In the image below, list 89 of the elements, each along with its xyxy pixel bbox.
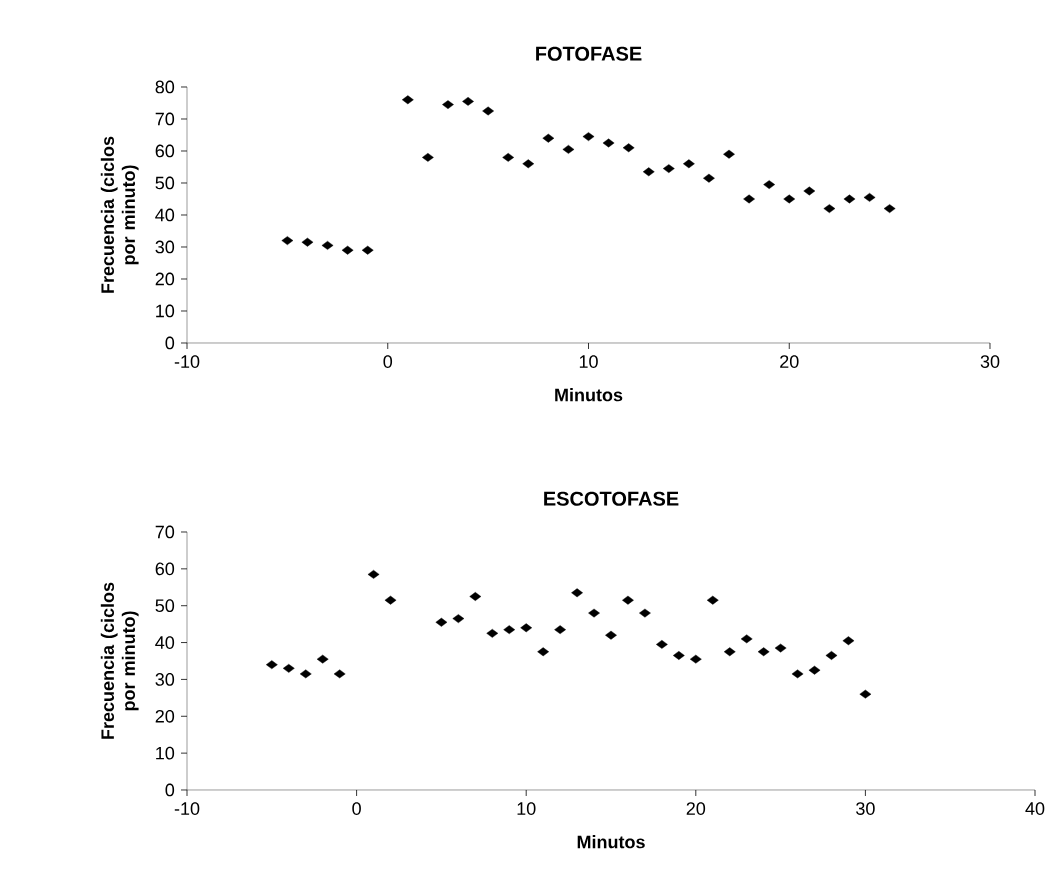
y-tick-label: 80 — [155, 80, 175, 94]
y-tick-label: 40 — [155, 636, 175, 649]
point — [341, 245, 354, 255]
point — [482, 106, 494, 116]
x-tick-label: 20 — [686, 802, 706, 815]
point — [757, 647, 770, 657]
point — [361, 245, 374, 255]
y-tick-label: 30 — [155, 240, 175, 254]
point — [740, 634, 753, 644]
point — [422, 152, 434, 162]
point — [522, 159, 535, 169]
point — [503, 625, 516, 635]
y-tick-label: 0 — [165, 336, 175, 350]
x-tick-label: 20 — [780, 355, 799, 368]
point — [673, 651, 685, 660]
y-axis-title: Frecuencia (ciclos por minuto) — [100, 136, 139, 293]
point — [689, 654, 702, 664]
point — [520, 623, 533, 633]
point — [774, 643, 787, 653]
point — [282, 663, 295, 673]
point — [783, 194, 796, 204]
y-tick-label: 70 — [155, 112, 175, 126]
chart-title: ESCOTOFASE — [544, 491, 679, 506]
point — [639, 608, 651, 618]
point — [763, 180, 775, 189]
y-tick-label: 60 — [155, 144, 175, 158]
point — [562, 144, 575, 154]
y-tick-label: 20 — [155, 272, 175, 286]
point — [554, 625, 566, 635]
x-tick-label: 40 — [1025, 802, 1045, 815]
point — [859, 689, 872, 699]
x-tick-label: 0 — [383, 355, 393, 368]
point — [723, 647, 736, 657]
x-tick-label: 30 — [856, 802, 875, 815]
point — [588, 608, 600, 618]
point — [435, 617, 448, 627]
y-axis-title: Frecuencia (ciclos por minuto) — [100, 582, 139, 739]
y-tick-label: 70 — [155, 525, 175, 539]
point — [321, 240, 334, 250]
point — [486, 628, 499, 638]
y-tick-label: 60 — [155, 562, 175, 576]
y-tick-label: 10 — [156, 746, 175, 760]
x-tick-label: -10 — [174, 802, 200, 815]
point — [462, 97, 474, 106]
point — [384, 595, 397, 605]
chart-title: FOTOFASE — [536, 46, 642, 61]
x-tick-label: -10 — [174, 355, 200, 368]
point — [367, 569, 380, 579]
point — [442, 100, 454, 109]
point — [706, 595, 719, 605]
y-tick-label: 40 — [155, 208, 175, 222]
point — [842, 636, 855, 646]
point — [265, 660, 278, 670]
point — [299, 669, 312, 679]
point — [863, 192, 876, 202]
x-tick-label: 0 — [352, 802, 361, 815]
point — [402, 95, 414, 105]
point — [605, 630, 617, 640]
point — [542, 133, 555, 143]
x-tick-label: 30 — [980, 355, 1000, 368]
point — [301, 237, 314, 247]
point — [808, 665, 821, 675]
point — [703, 173, 715, 183]
point — [791, 669, 804, 679]
y-tick-label: 50 — [155, 599, 175, 613]
point — [723, 149, 735, 159]
point — [502, 152, 515, 162]
y-tick-label: 20 — [155, 709, 175, 723]
point — [656, 640, 668, 649]
point — [803, 186, 816, 196]
x-axis-title: Minutos — [577, 835, 645, 849]
y-tick-label: 50 — [155, 176, 175, 190]
point — [602, 138, 615, 148]
point — [333, 669, 346, 679]
point — [571, 588, 583, 598]
point — [316, 654, 329, 664]
y-tick-label: 0 — [165, 783, 175, 797]
x-axis-title: Minutos — [555, 388, 623, 402]
x-tick-label: 10 — [517, 802, 536, 815]
y-tick-label: 10 — [156, 304, 175, 318]
point — [743, 194, 755, 204]
point — [622, 143, 635, 153]
x-tick-label: 10 — [579, 355, 598, 368]
point — [622, 595, 634, 605]
point — [843, 194, 856, 204]
y-tick-label: 30 — [155, 673, 175, 686]
point — [642, 167, 655, 177]
point — [683, 159, 695, 169]
point — [537, 647, 549, 657]
